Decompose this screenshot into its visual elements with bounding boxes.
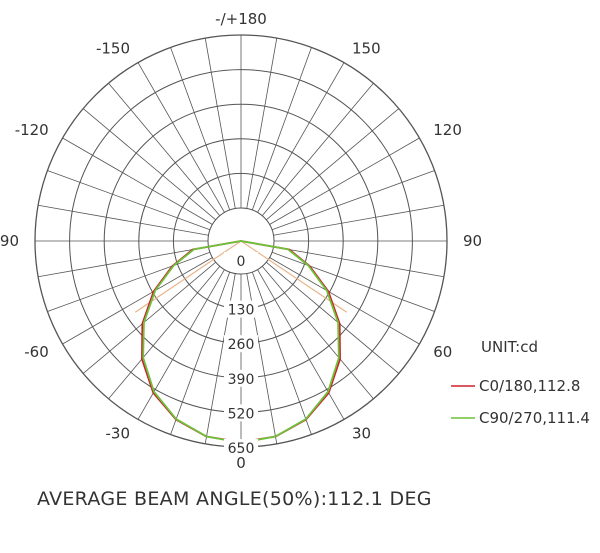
- ring-label-bg: [224, 404, 258, 422]
- axis-labels: 0 130 260 390 520 650 -/+180 150 -150 120 -120 90 -9…: [0, 10, 482, 472]
- radial-tick-label: 0: [237, 254, 246, 270]
- grid-spoke: [82, 108, 216, 221]
- grid-spoke: [266, 108, 400, 221]
- grid-spoke: [38, 246, 209, 278]
- grid-spoke: [108, 266, 221, 400]
- grid-spoke: [82, 261, 216, 374]
- grid-spoke: [251, 47, 312, 211]
- grid-spoke: [261, 82, 374, 216]
- grid-spoke: [38, 204, 209, 236]
- ring-label-bg: [224, 335, 258, 353]
- grid-spoke: [261, 266, 374, 400]
- grid-spoke: [269, 257, 420, 345]
- grid-spoke: [170, 47, 231, 211]
- grid-spoke: [62, 257, 213, 345]
- angle-label: 150: [352, 40, 381, 58]
- half-peak-line: [134, 240, 242, 313]
- grid-spoke: [273, 204, 444, 236]
- grid-ring: [207, 207, 275, 275]
- legend-label-c90: C90/270,111.4: [479, 409, 590, 427]
- grid-spoke: [271, 170, 435, 231]
- half-peak-line: [240, 240, 348, 313]
- grid-spoke: [62, 137, 213, 225]
- angle-label: -60: [24, 343, 49, 361]
- grid-spoke: [257, 62, 345, 213]
- grid-spoke: [271, 251, 435, 312]
- angle-label: 120: [433, 121, 462, 139]
- ring-label-bg: [224, 300, 258, 318]
- grid-spoke: [170, 271, 231, 435]
- ring-label-bg: [224, 369, 258, 387]
- radial-tick-label: 260: [228, 337, 255, 353]
- grid-spoke: [108, 82, 221, 216]
- average-beam-angle-caption: AVERAGE BEAM ANGLE(50%):112.1 DEG: [37, 488, 432, 510]
- angle-label: -120: [15, 121, 49, 139]
- grid-spoke: [273, 246, 444, 278]
- angle-label: -90: [0, 232, 19, 250]
- legend-label-c0: C0/180,112.8: [479, 377, 580, 395]
- angle-label: -30: [106, 424, 131, 442]
- angle-label: 90: [463, 232, 482, 250]
- grid-spoke: [269, 137, 420, 225]
- grid-spoke: [47, 170, 211, 231]
- grid-spoke: [137, 269, 225, 420]
- grid-spoke: [257, 269, 345, 420]
- radial-tick-label: 520: [228, 406, 255, 422]
- ring-label-bg: [224, 252, 258, 269]
- radial-tick-label: 650: [228, 441, 255, 457]
- unit-label: UNIT:cd: [481, 338, 538, 356]
- angle-label: -150: [96, 40, 130, 58]
- angle-label: -/+180: [215, 10, 267, 28]
- ring-label-bg: [224, 439, 258, 456]
- grid-spoke: [137, 62, 225, 213]
- angle-label: 60: [433, 343, 452, 361]
- grid-spoke: [246, 38, 278, 209]
- radial-tick-label: 130: [228, 303, 255, 319]
- polar-grid: [34, 34, 448, 448]
- grid-spoke: [204, 38, 236, 209]
- radial-tick-label: 390: [228, 372, 255, 388]
- grid-spoke: [251, 271, 312, 435]
- grid-spoke: [47, 251, 211, 312]
- angle-label: 30: [352, 424, 371, 442]
- angle-label: 0: [236, 454, 246, 472]
- grid-spoke: [266, 261, 400, 374]
